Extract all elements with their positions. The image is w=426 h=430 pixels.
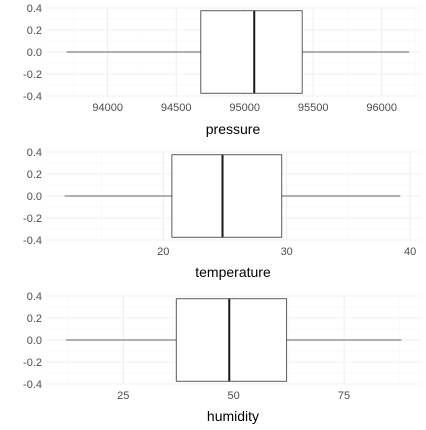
x-tick-label: 40	[404, 246, 416, 258]
x-tick-label: 96000	[366, 102, 397, 114]
y-tick-label: -0.4	[23, 235, 42, 247]
y-tick-label: 0.0	[27, 47, 42, 59]
y-tick-label: 0.0	[27, 335, 42, 347]
iqr-box	[175, 298, 288, 382]
y-tick-label: 0.4	[27, 3, 42, 15]
x-tick-label: 95000	[229, 102, 260, 114]
x-axis-title: humidity	[207, 408, 259, 424]
panel-pressure: 0.4 0.2 0.0 -0.2 -0.4 94000 94500 95000 95500 960…	[23, 3, 420, 137]
y-tick-label: 0.0	[27, 191, 42, 203]
panel-temperature: 0.4 0.2 0.0 -0.2 -0.4 20 30 40 temperature	[23, 147, 420, 280]
x-tick-label: 30	[281, 246, 293, 258]
x-tick-label: 25	[117, 390, 129, 402]
y-tick-label: 0.2	[27, 25, 42, 37]
y-tick-label: -0.4	[23, 91, 42, 103]
x-tick-label: 75	[338, 390, 350, 402]
y-tick-label: 0.2	[27, 313, 42, 325]
y-tick-label: -0.2	[23, 213, 42, 225]
x-tick-label: 50	[228, 390, 240, 402]
x-axis-title: pressure	[206, 121, 261, 137]
x-tick-label: 94000	[92, 102, 123, 114]
x-tick-label: 95500	[298, 102, 329, 114]
iqr-box	[171, 154, 283, 238]
y-tick-label: -0.2	[23, 69, 42, 81]
y-tick-label: -0.4	[23, 379, 42, 391]
x-tick-label: 20	[157, 246, 169, 258]
y-tick-label: -0.2	[23, 357, 42, 369]
y-tick-label: 0.4	[27, 147, 42, 159]
x-tick-label: 94500	[161, 102, 192, 114]
x-axis-title: temperature	[195, 264, 271, 280]
y-tick-label: 0.4	[27, 291, 42, 303]
y-tick-label: 0.2	[27, 169, 42, 181]
panel-humidity: 0.4 0.2 0.0 -0.2 -0.4 25 50 75 humidity	[23, 291, 420, 424]
iqr-box	[200, 10, 303, 94]
